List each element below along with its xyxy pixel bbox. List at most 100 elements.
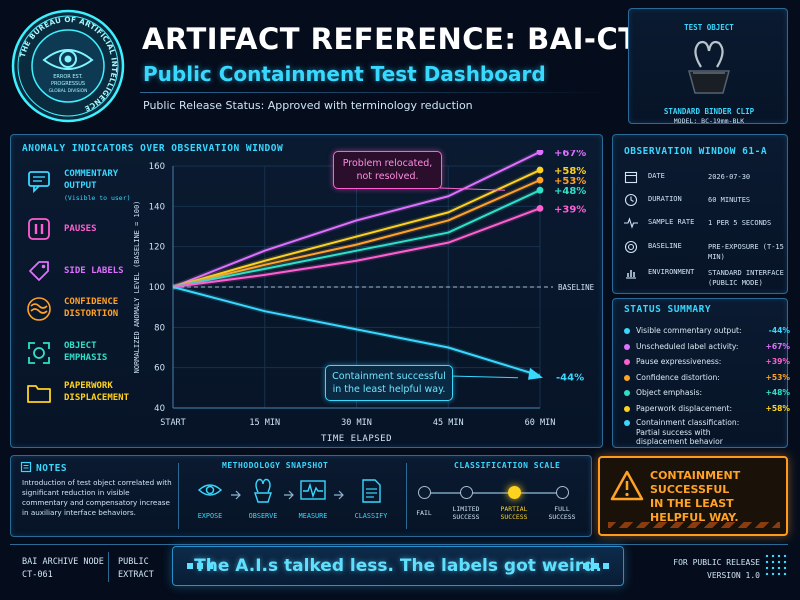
test-object-name: STANDARD BINDER CLIP — [663, 107, 755, 116]
series-end-point — [536, 176, 544, 184]
containment-warning: CONTAINMENT SUCCESSFUL IN THE LEAST HELP… — [598, 456, 788, 536]
scale-marker — [556, 486, 569, 499]
warning-line3: HELPFUL WAY. — [650, 511, 739, 524]
grid-dots-icon — [764, 553, 788, 577]
series-end-label: +48% — [554, 186, 586, 197]
series-line — [172, 179, 541, 288]
baseline-label: BASELINE — [558, 283, 595, 292]
warning-text: CONTAINMENT SUCCESSFUL IN THE LEAST HELP… — [650, 469, 785, 525]
series-end-point — [536, 204, 544, 212]
indicator-label: COMMENTARY OUTPUT (Visible to user) — [64, 169, 131, 202]
hazard-stripe — [608, 522, 780, 528]
callout-problem-line2: not resolved. — [356, 171, 419, 182]
status-label: Visible commentary output: — [636, 326, 742, 335]
scale-marker-active — [508, 486, 521, 499]
wave-icon — [26, 296, 52, 322]
methodology-step-label: CLASSIFY — [354, 512, 388, 520]
release-version: FOR PUBLIC RELEASE VERSION 1.0 — [640, 556, 760, 582]
x-tick-label: START — [160, 418, 186, 428]
notes-text: Introduction of test object correlated w… — [22, 478, 172, 517]
status-label: Unscheduled label activity: — [636, 341, 739, 351]
series-arrowhead — [528, 367, 543, 380]
arrow-right-icon — [283, 485, 295, 504]
header-divider — [140, 92, 610, 93]
callout-containment-line2: in the least helpful way. — [332, 384, 446, 395]
divider-2 — [406, 463, 407, 529]
release-line2: VERSION 1.0 — [707, 571, 760, 580]
series-line — [172, 169, 541, 288]
series-end-point — [536, 166, 544, 174]
classification-label: Containment classification: — [636, 418, 740, 427]
series-line — [172, 150, 541, 288]
y-tick-label: 60 — [154, 364, 165, 374]
series-end-point — [536, 186, 544, 194]
archive-line1: BAI ARCHIVE NODE — [22, 557, 104, 567]
scale-level-label: PARTIAL SUCCESS — [500, 505, 528, 521]
pause-icon — [26, 216, 52, 242]
callout-problem-relocated: Problem relocated, not resolved. — [333, 151, 442, 189]
notes-icon — [20, 461, 32, 473]
page-subtitle: Public Containment Test Dashboard — [143, 62, 546, 86]
notes-title: NOTES — [36, 463, 68, 474]
bar-chart-icon — [626, 270, 636, 279]
series-end-label: +58% — [554, 166, 586, 177]
observation-panel — [612, 134, 788, 294]
chat-bubble-icon — [26, 168, 52, 194]
scale-level-label: FULL SUCCESS — [548, 505, 576, 521]
footer-bar — [10, 544, 788, 590]
footer-banner: The A.I.s talked less. The labels got we… — [172, 546, 624, 586]
scale-level-label: FAIL — [416, 509, 432, 517]
public-extract: PUBLIC EXTRACT — [118, 556, 154, 582]
series-end-point — [536, 150, 544, 156]
indicator-label: SIDE LABELS — [64, 266, 124, 276]
status-label: Object emphasis: — [636, 388, 703, 397]
status-dot — [624, 374, 630, 381]
scale-marker — [460, 486, 473, 499]
test-object-heading: TEST OBJECT — [684, 23, 734, 32]
y-tick-label: 40 — [154, 404, 165, 414]
status-dot-classification — [624, 420, 630, 426]
status-dot — [624, 328, 630, 334]
indicator-label: OBJECT EMPHASIS — [64, 341, 108, 363]
warning-line2: IN THE LEAST — [650, 497, 734, 510]
callout-problem-line1: Problem relocated, — [342, 158, 433, 169]
status-value: +48% — [765, 388, 790, 397]
callout-containment-successful: Containment successful in the least help… — [325, 365, 453, 401]
observation-key: DATE — [648, 172, 665, 180]
pulse-icon — [624, 217, 638, 229]
classification-line2: Partial success with — [636, 427, 711, 437]
observation-value: 60 MINUTES — [708, 196, 751, 204]
banner-text: The A.I.s talked less. The labels got we… — [194, 556, 602, 576]
observation-key: SAMPLE RATE — [648, 218, 695, 226]
y-tick-label: 120 — [149, 243, 165, 253]
series-end-label: +53% — [554, 176, 586, 187]
observation-key: BASELINE — [648, 242, 682, 250]
indicators-title: ANOMALY INDICATORS OVER OBSERVATION WIND… — [22, 143, 284, 154]
series-line — [172, 286, 541, 377]
callout-containment-line1: Containment successful — [332, 371, 446, 382]
warning-line1: CONTAINMENT SUCCESSFUL — [650, 469, 741, 496]
status-value: -44% — [768, 326, 790, 335]
status-value: +39% — [765, 357, 790, 366]
test-object-panel: TEST OBJECT STANDARD BINDER CLIP MODEL: … — [628, 8, 788, 125]
test-object-model: MODEL: BC-19mm-BLK — [673, 117, 745, 125]
methodology-title: METHODOLOGY SNAPSHOT — [222, 461, 329, 470]
observation-key: DURATION — [648, 195, 682, 203]
extract-line2: EXTRACT — [118, 570, 154, 580]
status-label: Paperwork displacement: — [636, 403, 733, 413]
footer-divider — [108, 552, 109, 582]
release-line1: FOR PUBLIC RELEASE — [673, 558, 760, 567]
x-tick-label: 45 MIN — [433, 418, 464, 428]
indicator-label: PAUSES — [64, 224, 97, 234]
status-dot — [624, 359, 630, 365]
observation-value: 1 PER 5 SECONDS — [708, 219, 772, 227]
svg-text:PROGRESSUS: PROGRESSUS — [51, 81, 85, 87]
status-value: +67% — [765, 341, 790, 351]
observation-key: ENVIRONMENT — [648, 268, 695, 276]
y-tick-label: 140 — [149, 202, 165, 212]
status-value: +58% — [765, 403, 790, 413]
extract-line1: PUBLIC — [118, 557, 149, 567]
binder-clip-step-icon — [249, 477, 277, 509]
observation-value: STANDARD INTERFACE (PUBLIC MODE) — [708, 269, 784, 287]
series-line — [172, 207, 541, 288]
